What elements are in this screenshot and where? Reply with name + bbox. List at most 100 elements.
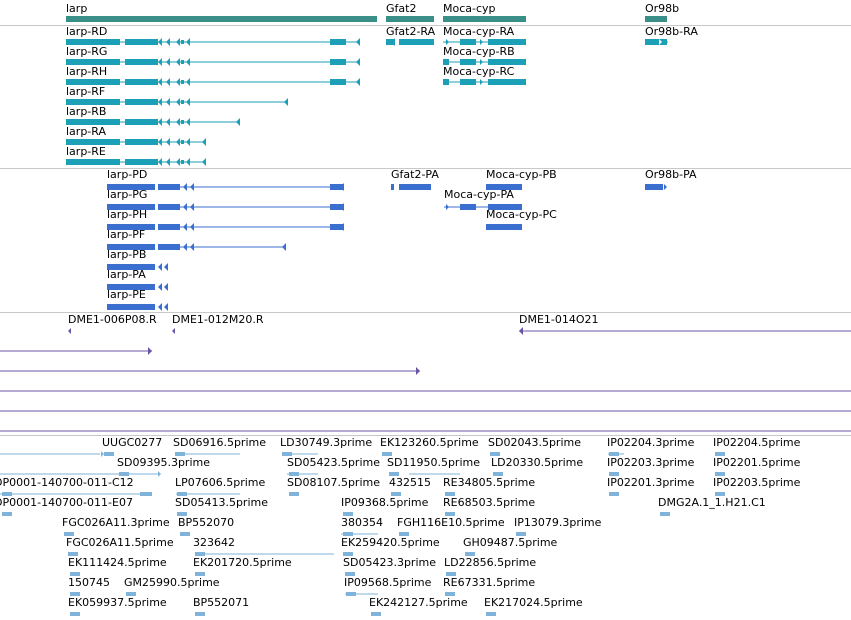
est-block[interactable] bbox=[70, 592, 80, 596]
exon-block[interactable] bbox=[66, 79, 120, 85]
est-label[interactable]: SD02043.5prime bbox=[488, 436, 581, 449]
exon-block[interactable] bbox=[181, 120, 184, 124]
exon-block[interactable] bbox=[330, 59, 346, 65]
exon-block[interactable] bbox=[330, 79, 346, 85]
exon-block[interactable] bbox=[181, 100, 184, 104]
est-label[interactable]: DP0001-140700-011-E07 bbox=[0, 496, 133, 509]
exon-block[interactable] bbox=[158, 244, 180, 250]
gene-label[interactable]: Moca-cyp bbox=[443, 2, 496, 15]
est-label[interactable]: SD08107.5prime bbox=[287, 476, 380, 489]
transcript-label[interactable]: larp-RA bbox=[66, 125, 106, 138]
est-block[interactable] bbox=[516, 532, 526, 536]
protein-label[interactable]: larp-PF bbox=[107, 228, 146, 241]
est-block[interactable] bbox=[445, 492, 455, 496]
exon-block[interactable] bbox=[107, 224, 155, 230]
est-block[interactable] bbox=[715, 452, 725, 456]
exon-block[interactable] bbox=[107, 184, 155, 190]
clone-label[interactable]: DME1-014O21 bbox=[519, 313, 599, 326]
est-label[interactable]: LD30749.3prime bbox=[280, 436, 373, 449]
est-block[interactable] bbox=[289, 492, 299, 496]
est-label[interactable]: SD11950.5prime bbox=[387, 456, 480, 469]
exon-block[interactable] bbox=[399, 39, 434, 45]
est-block[interactable] bbox=[486, 612, 496, 616]
est-label[interactable]: FGC026A11.3prime bbox=[62, 516, 170, 529]
est-block[interactable] bbox=[660, 512, 670, 516]
est-label[interactable]: LP07606.5prime bbox=[175, 476, 266, 489]
est-label[interactable]: SD05413.5prime bbox=[175, 496, 268, 509]
est-block[interactable] bbox=[345, 572, 355, 576]
est-label[interactable]: 380354 bbox=[341, 516, 383, 529]
gene-label[interactable]: Gfat2 bbox=[386, 2, 417, 15]
est-label[interactable]: IP13079.3prime bbox=[514, 516, 602, 529]
exon-block[interactable] bbox=[107, 204, 155, 210]
est-label[interactable]: UUGC0277 bbox=[102, 436, 163, 449]
protein-label[interactable]: larp-PH bbox=[107, 208, 148, 221]
est-block[interactable] bbox=[195, 612, 205, 616]
exon-block[interactable] bbox=[330, 184, 344, 190]
est-block[interactable] bbox=[126, 592, 136, 596]
transcript-label[interactable]: Moca-cyp-RC bbox=[443, 65, 515, 78]
est-block[interactable] bbox=[70, 612, 80, 616]
exon-block[interactable] bbox=[443, 79, 449, 85]
gene-label[interactable]: Or98b bbox=[645, 2, 680, 15]
exon-block[interactable] bbox=[158, 184, 180, 190]
exon-block[interactable] bbox=[158, 204, 180, 210]
exon-block[interactable] bbox=[181, 140, 184, 144]
est-block[interactable] bbox=[104, 452, 114, 456]
est-block[interactable] bbox=[68, 552, 78, 556]
protein-label[interactable]: larp-PB bbox=[107, 248, 147, 261]
exon-block[interactable] bbox=[181, 160, 184, 164]
est-label[interactable]: DP0001-140700-011-C12 bbox=[0, 476, 134, 489]
transcript-label[interactable]: larp-RH bbox=[66, 65, 108, 78]
est-block[interactable] bbox=[715, 492, 725, 496]
est-label[interactable]: SD06916.5prime bbox=[173, 436, 266, 449]
est-block[interactable] bbox=[445, 592, 455, 596]
est-label[interactable]: 150745 bbox=[68, 576, 110, 589]
est-label[interactable]: BP552071 bbox=[193, 596, 250, 609]
transcript-label[interactable]: Or98b-RA bbox=[645, 26, 698, 38]
exon-block[interactable] bbox=[460, 204, 476, 210]
transcript-label[interactable]: Gfat2-RA bbox=[386, 26, 436, 38]
est-label[interactable]: RE34805.5prime bbox=[443, 476, 536, 489]
exon-block[interactable] bbox=[443, 59, 449, 65]
est-label[interactable]: EK059937.5prime bbox=[68, 596, 167, 609]
protein-label[interactable]: larp-PA bbox=[107, 268, 146, 281]
est-label[interactable]: IP02201.3prime bbox=[607, 476, 695, 489]
est-block[interactable] bbox=[465, 552, 475, 556]
protein-label[interactable]: Moca-cyp-PC bbox=[486, 208, 557, 221]
est-block[interactable] bbox=[343, 552, 353, 556]
exon-block[interactable] bbox=[181, 80, 184, 84]
est-label[interactable]: IP09568.5prime bbox=[344, 576, 432, 589]
exon-block[interactable] bbox=[66, 59, 120, 65]
est-label[interactable]: GH09487.5prime bbox=[463, 536, 558, 549]
est-label[interactable]: LD20330.5prime bbox=[491, 456, 584, 469]
exon-block[interactable] bbox=[66, 99, 120, 105]
est-label[interactable]: GM25990.5prime bbox=[124, 576, 220, 589]
est-block[interactable] bbox=[446, 572, 456, 576]
exon-block[interactable] bbox=[486, 184, 522, 190]
protein-label[interactable]: larp-PD bbox=[107, 169, 148, 181]
gene-label[interactable]: larp bbox=[66, 2, 88, 15]
exon-block[interactable] bbox=[330, 39, 346, 45]
est-label[interactable]: SD05423.5prime bbox=[287, 456, 380, 469]
est-label[interactable]: LD22856.5prime bbox=[444, 556, 537, 569]
exon-block[interactable] bbox=[66, 39, 120, 45]
transcript-label[interactable]: larp-RF bbox=[66, 85, 106, 98]
est-label[interactable]: SD05423.3prime bbox=[343, 556, 436, 569]
est-block[interactable] bbox=[609, 472, 619, 476]
gene-bar[interactable] bbox=[443, 16, 526, 22]
est-block[interactable] bbox=[140, 492, 152, 496]
est-label[interactable]: IP02204.5prime bbox=[713, 436, 801, 449]
protein-label[interactable]: Gfat2-PA bbox=[391, 169, 439, 181]
est-block[interactable] bbox=[195, 572, 205, 576]
clone-label[interactable]: DME1-012M20.R bbox=[172, 313, 264, 326]
exon-block[interactable] bbox=[158, 224, 180, 230]
est-block[interactable] bbox=[177, 512, 187, 516]
est-label[interactable]: IP09368.5prime bbox=[341, 496, 429, 509]
est-block[interactable] bbox=[715, 472, 725, 476]
est-block[interactable] bbox=[493, 472, 503, 476]
est-label[interactable]: EK201720.5prime bbox=[193, 556, 292, 569]
protein-label[interactable]: Moca-cyp-PA bbox=[444, 188, 514, 201]
exon-block[interactable] bbox=[330, 224, 344, 230]
est-block[interactable] bbox=[70, 572, 80, 576]
